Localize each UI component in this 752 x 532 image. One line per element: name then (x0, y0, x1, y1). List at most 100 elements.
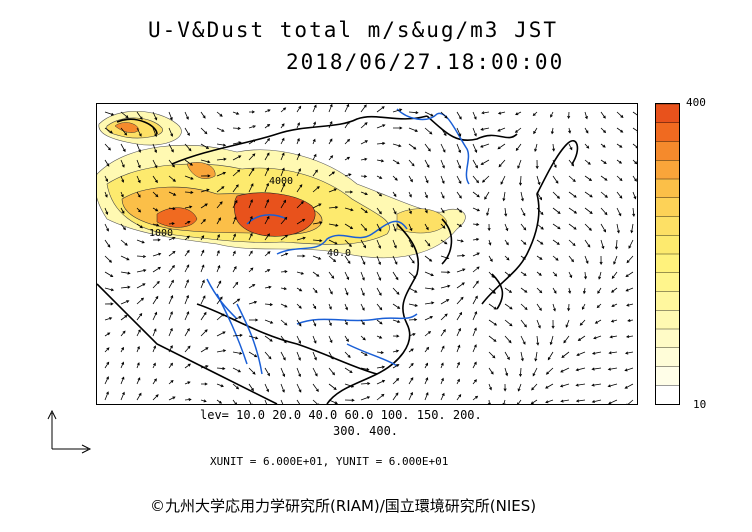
wind-vectors (104, 104, 637, 404)
wind-arrow (360, 287, 365, 297)
wind-arrow (520, 239, 527, 245)
wind-arrow (184, 205, 193, 209)
wind-arrow (328, 120, 333, 129)
wind-arrow (456, 254, 466, 258)
wind-arrow (626, 255, 634, 264)
wind-arrow (312, 383, 319, 392)
wind-arrow (424, 316, 434, 321)
wind-arrow (184, 381, 191, 385)
wind-arrow (152, 295, 159, 305)
wind-arrow (248, 367, 256, 375)
wind-arrow (296, 367, 301, 378)
wind-arrow (579, 319, 586, 326)
wind-arrow (328, 205, 339, 209)
wind-arrow (484, 191, 490, 200)
wind-arrow (456, 327, 461, 337)
wind-arrow (120, 376, 125, 385)
wind-arrow (596, 303, 602, 309)
wind-arrow (518, 367, 523, 378)
wind-arrow (408, 318, 418, 322)
wind-arrow (200, 188, 210, 193)
wind-arrow (136, 223, 143, 229)
wind-arrow (216, 143, 227, 147)
wind-arrow (488, 287, 496, 294)
wind-arrow (216, 127, 225, 132)
wind-arrow (456, 282, 465, 289)
wind-arrow (593, 335, 602, 340)
wind-arrow (328, 287, 333, 295)
wind-arrow (517, 159, 522, 169)
wind-arrow (591, 399, 602, 403)
wind-arrow (152, 207, 159, 212)
wind-arrow (360, 367, 370, 371)
colorbar-swatch (656, 385, 679, 404)
wind-arrow (472, 361, 477, 369)
wind-arrow (584, 127, 589, 134)
wind-arrow (104, 223, 109, 232)
wind-arrow (168, 396, 176, 401)
wind-arrow (280, 252, 289, 257)
wind-arrow (248, 267, 254, 273)
wind-arrow (376, 287, 382, 296)
wind-arrow (472, 266, 480, 273)
wind-arrow (168, 311, 173, 321)
wind-arrow (104, 143, 111, 151)
wind-arrow (584, 239, 591, 248)
wind-arrow (424, 330, 432, 337)
wind-arrow (232, 126, 241, 130)
wind-arrow (616, 143, 623, 148)
wind-arrow (280, 351, 286, 361)
wind-arrow (120, 127, 128, 136)
wind-arrow (136, 329, 141, 337)
wind-arrow (626, 399, 634, 404)
wind-arrow (503, 383, 507, 392)
colorbar-swatch (656, 179, 679, 199)
wind-arrow (392, 143, 402, 148)
wind-arrow (392, 303, 401, 309)
wind-arrow (360, 351, 368, 356)
wind-arrow (632, 127, 637, 133)
wind-arrow (104, 111, 115, 116)
wind-arrow (625, 335, 634, 339)
wind-arrow (568, 191, 577, 198)
wind-arrow (249, 318, 259, 322)
wind-arrow (232, 233, 236, 241)
wind-arrow (248, 335, 259, 340)
wind-arrow (136, 269, 147, 273)
wind-arrow (568, 127, 572, 134)
wind-arrow (568, 175, 576, 183)
wind-arrow (216, 296, 223, 305)
wind-arrow (312, 351, 317, 361)
wind-arrow (408, 377, 414, 385)
wind-arrow (296, 335, 301, 344)
wind-arrow (104, 347, 110, 353)
wind-arrow (344, 351, 351, 359)
wind-arrow (136, 392, 142, 401)
wind-arrow (517, 383, 522, 392)
wind-arrow (296, 287, 303, 292)
wind-arrow (424, 143, 431, 152)
wind-arrow (616, 175, 623, 182)
wind-arrow (184, 294, 189, 305)
wind-arrow (392, 349, 400, 353)
wind-arrow (264, 285, 272, 289)
wind-arrow (376, 223, 382, 232)
wind-arrow (440, 328, 446, 337)
wind-arrow (120, 255, 130, 261)
wind-arrow (552, 143, 556, 152)
wind-arrow (104, 361, 110, 369)
wind-arrow (600, 159, 607, 164)
colorbar-swatch (656, 160, 679, 180)
wind-arrow (344, 367, 353, 374)
wind-arrow (264, 167, 270, 177)
wind-arrow (392, 207, 397, 215)
wind-arrow (232, 298, 241, 305)
colorbar-min-label: 10 (693, 398, 707, 411)
wind-arrow (232, 399, 237, 404)
wind-arrow (424, 255, 433, 262)
wind-arrow (440, 223, 446, 229)
wind-arrow (568, 159, 575, 167)
wind-arrow (328, 155, 334, 161)
wind-arrow (152, 266, 162, 273)
wind-arrow (424, 239, 431, 247)
